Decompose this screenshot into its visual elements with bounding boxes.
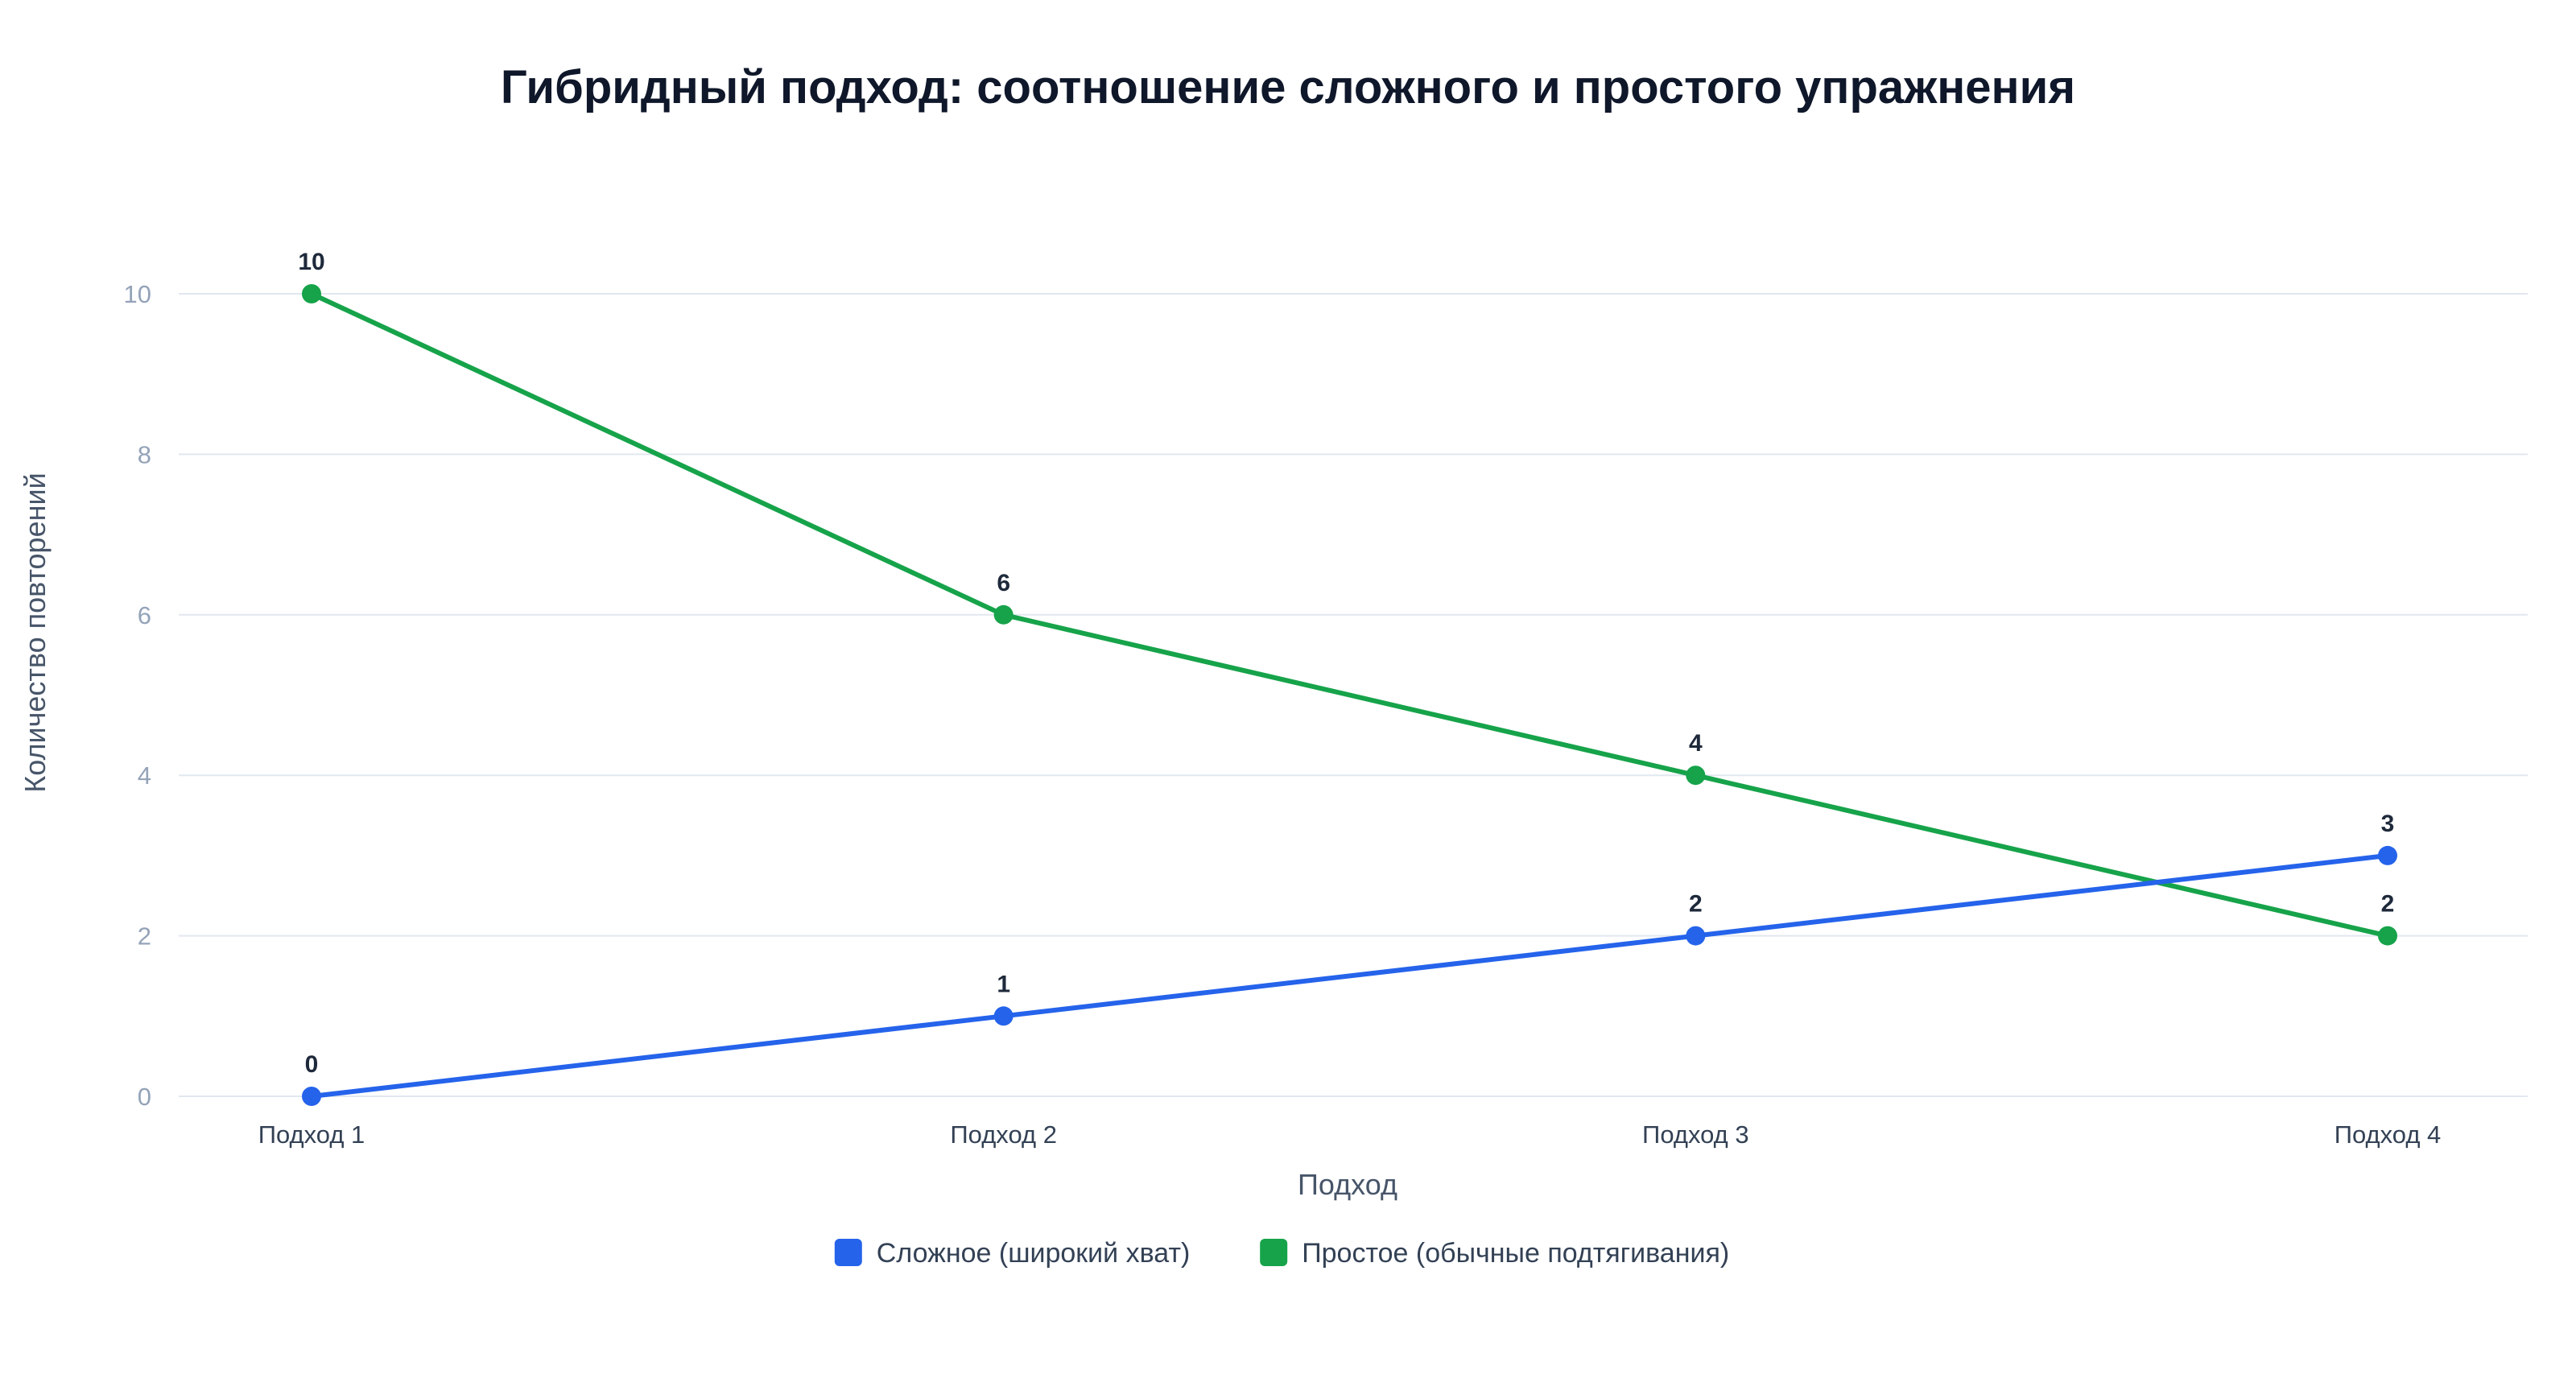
chart-title: Гибридный подход: соотношение сложного и… bbox=[501, 61, 2075, 113]
series-line bbox=[309, 852, 2390, 1099]
data-label: 4 bbox=[1689, 730, 1703, 757]
data-labels: 10 6 4 2 0 1 2 3 bbox=[298, 249, 2394, 1078]
data-point[interactable] bbox=[1686, 765, 1706, 786]
series-1 bbox=[302, 845, 2397, 1106]
data-point[interactable] bbox=[993, 604, 1013, 625]
legend-item-1[interactable]: Сложное (широкий хват) bbox=[834, 1238, 1191, 1269]
series-layer bbox=[302, 284, 2397, 1106]
x-axis-title: Подход bbox=[1298, 1168, 1397, 1201]
x-tick-label: Подход 2 bbox=[950, 1120, 1057, 1149]
y-tick-label: 2 bbox=[138, 922, 151, 951]
data-label: 6 bbox=[997, 570, 1010, 596]
y-tick-label: 8 bbox=[138, 440, 151, 468]
y-axis-ticks: 0 2 4 6 8 10 bbox=[124, 280, 151, 1111]
data-label: 0 bbox=[305, 1051, 319, 1078]
data-label: 1 bbox=[997, 971, 1010, 997]
data-point[interactable] bbox=[1686, 926, 1706, 946]
x-tick-label: Подход 1 bbox=[258, 1120, 365, 1149]
data-point[interactable] bbox=[2378, 926, 2397, 946]
legend-swatch bbox=[834, 1239, 862, 1266]
y-axis-title: Количество повторений bbox=[19, 472, 52, 792]
x-tick-label: Подход 3 bbox=[1642, 1120, 1749, 1149]
grid bbox=[179, 293, 2528, 1097]
data-point[interactable] bbox=[302, 284, 321, 303]
x-axis-ticks: Подход 1 Подход 2 Подход 3 Подход 4 bbox=[258, 1120, 2442, 1149]
legend-item-2[interactable]: Простое (обычные подтягивания) bbox=[1260, 1238, 1729, 1269]
y-tick-label: 10 bbox=[124, 280, 151, 308]
legend: Сложное (широкий хват) Простое (обычные п… bbox=[834, 1238, 1729, 1269]
y-tick-label: 4 bbox=[138, 761, 151, 790]
legend-label: Сложное (широкий хват) bbox=[877, 1238, 1191, 1269]
data-point[interactable] bbox=[993, 1006, 1013, 1026]
x-tick-label: Подход 4 bbox=[2334, 1120, 2442, 1149]
y-tick-label: 6 bbox=[138, 601, 151, 629]
data-point[interactable] bbox=[302, 1087, 321, 1106]
data-label: 3 bbox=[2381, 811, 2395, 837]
data-label: 10 bbox=[298, 249, 324, 275]
data-label: 2 bbox=[1689, 891, 1703, 918]
series-line bbox=[309, 291, 2390, 939]
data-point[interactable] bbox=[2378, 845, 2397, 865]
series-2 bbox=[302, 284, 2397, 946]
y-tick-label: 0 bbox=[138, 1083, 151, 1111]
data-label: 2 bbox=[2381, 891, 2395, 918]
legend-label: Простое (обычные подтягивания) bbox=[1302, 1238, 1729, 1269]
legend-swatch bbox=[1260, 1239, 1288, 1266]
